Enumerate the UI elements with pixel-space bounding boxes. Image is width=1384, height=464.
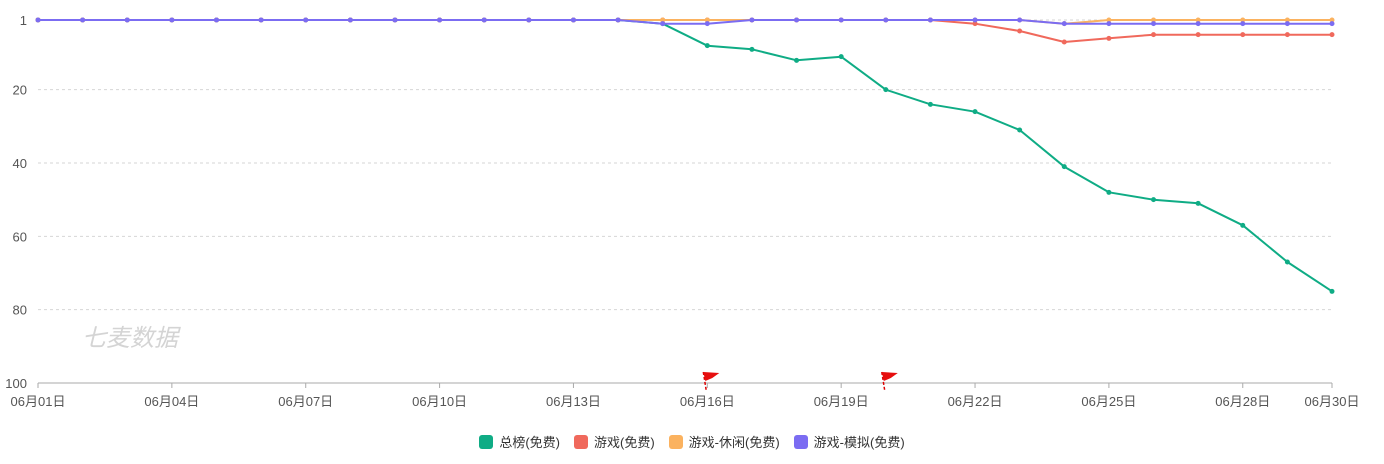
data-point[interactable] bbox=[1151, 197, 1157, 203]
data-point[interactable] bbox=[1106, 17, 1112, 23]
legend-item[interactable]: 游戏-休闲(免费) bbox=[668, 432, 780, 451]
series-line-3 bbox=[38, 19, 1332, 25]
chart-plot-area: 七麦数据 1 20 40 60 80 100 06月01日 06月04日 06月07日 06月10日… bbox=[5, 13, 1360, 409]
watermark-text: 七麦数据 bbox=[82, 325, 181, 352]
data-point[interactable] bbox=[1240, 32, 1246, 38]
data-point[interactable] bbox=[838, 54, 844, 60]
x-tick-label: 06月19日 bbox=[814, 394, 869, 409]
data-point[interactable] bbox=[347, 17, 353, 23]
data-point[interactable] bbox=[704, 43, 710, 49]
y-tick-label: 1 bbox=[20, 13, 27, 28]
legend-swatch bbox=[479, 434, 494, 449]
data-point[interactable] bbox=[35, 17, 41, 23]
data-point[interactable] bbox=[972, 21, 978, 27]
data-point[interactable] bbox=[213, 17, 219, 23]
y-tick-label: 20 bbox=[13, 83, 27, 98]
data-point[interactable] bbox=[1061, 21, 1067, 27]
data-point[interactable] bbox=[1017, 17, 1023, 23]
x-tick-label: 06月10日 bbox=[412, 394, 467, 409]
x-tick-label: 06月16日 bbox=[680, 394, 735, 409]
data-point[interactable] bbox=[1284, 21, 1290, 27]
data-point[interactable] bbox=[1195, 32, 1201, 38]
data-point[interactable] bbox=[1240, 17, 1246, 23]
data-point[interactable] bbox=[1195, 200, 1201, 206]
data-point[interactable] bbox=[794, 57, 800, 63]
legend-item[interactable]: 总榜(免费) bbox=[479, 432, 560, 451]
data-point[interactable] bbox=[1017, 28, 1023, 34]
x-tick-label: 06月25日 bbox=[1081, 394, 1136, 409]
data-point[interactable] bbox=[80, 17, 86, 23]
x-tick-label: 06月28日 bbox=[1215, 394, 1270, 409]
data-point[interactable] bbox=[927, 101, 933, 107]
data-point[interactable] bbox=[392, 17, 398, 23]
legend-item[interactable]: 游戏(免费) bbox=[574, 432, 655, 451]
data-point[interactable] bbox=[927, 17, 933, 23]
x-tick-label: 06月07日 bbox=[278, 394, 333, 409]
data-point[interactable] bbox=[437, 17, 443, 23]
data-point[interactable] bbox=[1106, 35, 1112, 41]
y-tick-label: 40 bbox=[13, 156, 27, 171]
data-point[interactable] bbox=[1151, 32, 1157, 38]
data-point[interactable] bbox=[615, 17, 621, 23]
legend-swatch bbox=[793, 434, 808, 449]
y-tick-label: 80 bbox=[13, 303, 27, 318]
y-tick-label: 100 bbox=[5, 376, 27, 391]
data-point[interactable] bbox=[258, 17, 264, 23]
data-point[interactable] bbox=[1061, 39, 1067, 45]
data-point[interactable] bbox=[1061, 164, 1067, 170]
data-point[interactable] bbox=[1284, 17, 1290, 23]
data-point[interactable] bbox=[704, 17, 710, 23]
data-point[interactable] bbox=[526, 17, 532, 23]
legend-label: 游戏(免费) bbox=[594, 435, 655, 450]
legend-swatch bbox=[668, 434, 683, 449]
chart-legend: 总榜(免费) 游戏(免费) 游戏-休闲(免费) 游戏-模拟(免费) bbox=[0, 432, 1384, 451]
data-point[interactable] bbox=[1195, 21, 1201, 27]
data-point[interactable] bbox=[1106, 189, 1112, 195]
data-point[interactable] bbox=[1329, 21, 1335, 27]
data-point[interactable] bbox=[1151, 21, 1157, 27]
data-point[interactable] bbox=[660, 21, 666, 27]
x-tick-label: 06月01日 bbox=[11, 394, 66, 409]
data-point[interactable] bbox=[1017, 127, 1023, 133]
y-tick-label: 60 bbox=[13, 229, 27, 244]
data-point[interactable] bbox=[883, 87, 889, 93]
data-point[interactable] bbox=[1151, 17, 1157, 23]
data-point[interactable] bbox=[124, 17, 130, 23]
legend-label: 游戏-模拟(免费) bbox=[813, 435, 905, 450]
legend-label: 游戏-休闲(免费) bbox=[688, 435, 780, 450]
data-point[interactable] bbox=[169, 17, 175, 23]
series-line-0 bbox=[38, 19, 1333, 293]
x-tick-label: 06月13日 bbox=[546, 394, 601, 409]
data-point[interactable] bbox=[749, 17, 755, 23]
event-flag-icon[interactable] bbox=[702, 371, 720, 392]
data-point[interactable] bbox=[972, 17, 978, 23]
data-point[interactable] bbox=[570, 17, 576, 23]
data-point[interactable] bbox=[1284, 259, 1290, 265]
data-point[interactable] bbox=[303, 17, 309, 23]
data-point[interactable] bbox=[704, 21, 710, 27]
data-point[interactable] bbox=[1329, 32, 1335, 38]
data-point[interactable] bbox=[1284, 32, 1290, 38]
data-point[interactable] bbox=[1106, 21, 1112, 27]
data-point[interactable] bbox=[749, 46, 755, 52]
data-point[interactable] bbox=[883, 17, 889, 23]
legend-label: 总榜(免费) bbox=[499, 435, 560, 450]
x-tick-label: 06月30日 bbox=[1305, 394, 1360, 409]
data-point[interactable] bbox=[1195, 17, 1201, 23]
x-tick-label: 06月22日 bbox=[948, 394, 1003, 409]
event-flag-icon[interactable] bbox=[881, 371, 898, 392]
data-point[interactable] bbox=[794, 17, 800, 23]
data-point[interactable] bbox=[1240, 222, 1246, 228]
data-point[interactable] bbox=[1240, 21, 1246, 27]
legend-item[interactable]: 游戏-模拟(免费) bbox=[793, 432, 905, 451]
x-tick-label: 06月04日 bbox=[144, 394, 199, 409]
data-point[interactable] bbox=[481, 17, 487, 23]
data-point[interactable] bbox=[838, 17, 844, 23]
data-point[interactable] bbox=[1329, 17, 1335, 23]
data-point[interactable] bbox=[1329, 288, 1335, 294]
legend-swatch bbox=[574, 434, 588, 449]
data-point[interactable] bbox=[660, 17, 666, 23]
data-point[interactable] bbox=[972, 109, 978, 115]
